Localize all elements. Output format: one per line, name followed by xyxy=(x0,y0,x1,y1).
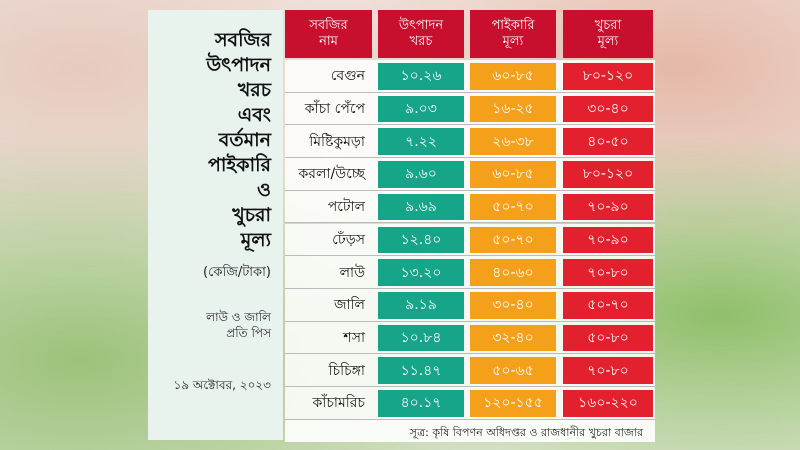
value-cell: ১৬-২৫ xyxy=(470,95,556,123)
unit: (কেজি/টাকা) xyxy=(203,265,271,280)
header-text: মূল্য xyxy=(502,34,524,49)
vegetable-name: চিচিঙ্গা xyxy=(328,362,365,379)
value-cell: ৭০-৮০ xyxy=(563,357,653,384)
value-cell: ৯.০৩ xyxy=(378,95,464,123)
vegetable-name: কাঁচা পেঁপে xyxy=(304,101,365,118)
value-cell: ২৬-৩৮ xyxy=(470,128,556,156)
header-text: সবজির xyxy=(309,18,348,33)
value-cell: ৮০-১২০ xyxy=(563,161,653,188)
value-cell: ৩০-৪০ xyxy=(470,291,556,319)
value-cell: ৬০-৮৫ xyxy=(470,63,556,90)
vegetable-name: বেগুন xyxy=(330,68,365,85)
header-text: খুচরা xyxy=(594,18,622,33)
header-text: মূল্য xyxy=(597,34,619,49)
header-cell: খুচরা মূল্য xyxy=(563,10,653,58)
value-cell: ৩০-৪০ xyxy=(563,95,653,123)
value-cell: ৭.২২ xyxy=(378,128,464,156)
value-cell: ১১.৪৭ xyxy=(378,357,464,384)
value-cell: ৫০-৮০ xyxy=(563,324,653,352)
title-line: পাইকারি xyxy=(208,154,271,176)
value-cell: ৯.৬৯ xyxy=(378,193,464,221)
value-cell: ৭০-৯০ xyxy=(563,226,653,254)
vegetable-name: করলা/উচ্ছে xyxy=(298,166,366,183)
value-cell: ৩২-৪০ xyxy=(470,324,556,352)
note: লাউ ও জালি xyxy=(206,310,271,324)
source-bar: সূত্র: কৃষি বিপণন অধিদপ্তর ও রাজধানীর খু… xyxy=(285,420,655,442)
value-cell: ১০.৮৪ xyxy=(378,324,464,352)
title-line: উৎপাদন xyxy=(206,54,271,76)
value-cell: ১২.৪০ xyxy=(378,226,464,254)
value-cell: ১০.২৬ xyxy=(378,63,464,90)
vegetable-name: পটোল xyxy=(327,199,365,216)
title-line: খরচ xyxy=(237,79,271,101)
value-cell: ৯.৬০ xyxy=(378,161,464,188)
value-cell: ৯.১৯ xyxy=(378,291,464,319)
value-cell: ৫০-৭০ xyxy=(563,291,653,319)
value-cell: ৮০-১২০ xyxy=(563,63,653,90)
vegetable-name: শসা xyxy=(343,329,365,346)
vegetable-name: মিষ্টিকুমড়া xyxy=(309,133,365,150)
title-line: ও xyxy=(257,179,271,201)
header-cell: উৎপাদন খরচ xyxy=(378,10,464,58)
value-cell: ৫০-৭০ xyxy=(470,193,556,221)
title-line: এবং xyxy=(237,104,271,126)
date: ১৯ অক্টোবর, ২০২৩ xyxy=(173,378,271,392)
value-cell: ৫০-৭০ xyxy=(470,226,556,254)
vegetable-name: কাঁচামরিচ xyxy=(312,395,365,412)
value-cell: ৫০-৬৫ xyxy=(470,357,556,384)
value-cell: ৭০-৮০ xyxy=(563,259,653,286)
note: প্রতি পিস xyxy=(226,326,271,340)
value-cell: ৪০-৬০ xyxy=(470,259,556,286)
header-text: পাইকারি xyxy=(491,18,535,33)
title-panel: সবজির উৎপাদন খরচ এবং বর্তমান পাইকারি ও খুচরা মূল… xyxy=(148,10,283,440)
header-cell: পাইকারি মূল্য xyxy=(470,10,556,58)
value-cell: ১৬০-২২০ xyxy=(563,390,653,417)
value-cell: ১৩.২০ xyxy=(378,259,464,286)
header-text: নাম xyxy=(319,34,338,49)
value-cell: ৪০.১৭ xyxy=(378,390,464,417)
title-line: সবজির xyxy=(214,29,271,51)
header-text: উৎপাদন xyxy=(398,18,444,33)
source: সূত্র: কৃষি বিপণন অধিদপ্তর ও রাজধানীর খু… xyxy=(409,426,643,439)
title-line: মূল্য xyxy=(240,229,271,251)
header-cell: সবজির নাম xyxy=(285,10,372,58)
value-cell: ৪০-৫০ xyxy=(563,128,653,156)
value-cell: ৭০-৯০ xyxy=(563,193,653,221)
header-text: খরচ xyxy=(409,34,433,49)
vegetable-name: জালি xyxy=(333,297,365,314)
vegetable-name: ঢেঁড়স xyxy=(332,231,365,248)
value-cell: ১২০-১৫৫ xyxy=(470,390,556,417)
value-cell: ৬০-৮৫ xyxy=(470,161,556,188)
vegetable-name: লাউ xyxy=(339,264,365,281)
title-line: খুচরা xyxy=(232,204,271,226)
title-line: বর্তমান xyxy=(218,129,271,151)
